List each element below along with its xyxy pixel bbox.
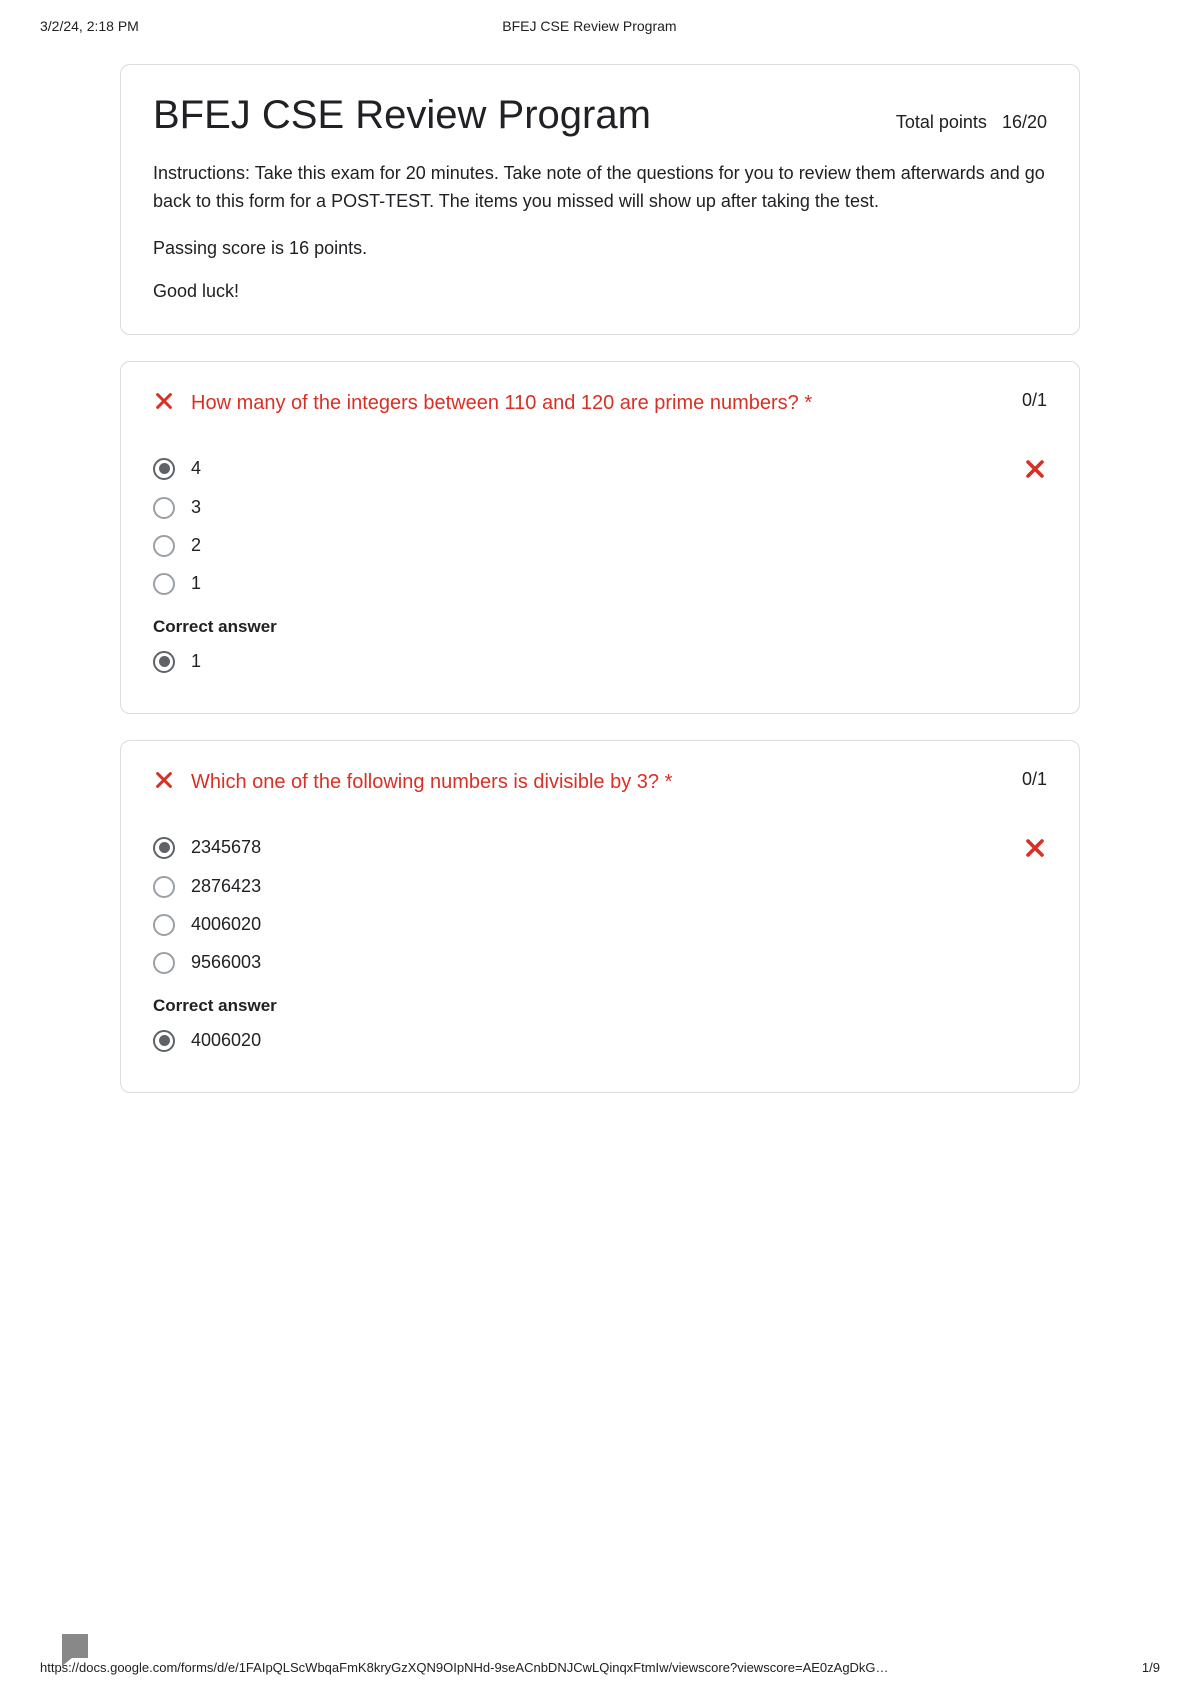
good-luck-text: Good luck! [153, 281, 1047, 302]
form-header-card: BFEJ CSE Review Program Total points 16/… [120, 64, 1080, 335]
question-card: How many of the integers between 110 and… [120, 361, 1080, 714]
wrong-answer-icon [1023, 457, 1047, 481]
radio-icon [153, 573, 175, 595]
total-points: Total points 16/20 [896, 112, 1047, 133]
radio-icon [153, 651, 175, 673]
form-title: BFEJ CSE Review Program [153, 93, 651, 138]
correct-answer-row: 4006020 [153, 1022, 1047, 1060]
option-row[interactable]: 9566003 [153, 944, 1047, 982]
radio-icon [153, 458, 175, 480]
option-label: 9566003 [191, 952, 1047, 973]
footer-page-number: 1/9 [1142, 1660, 1160, 1675]
option-label: 1 [191, 573, 1047, 594]
print-footer: https://docs.google.com/forms/d/e/1FAIpQ… [0, 1660, 1200, 1695]
question-text: Which one of the following numbers is di… [191, 769, 986, 796]
form-instructions: Instructions: Take this exam for 20 minu… [153, 160, 1047, 216]
incorrect-icon [153, 390, 175, 412]
option-row[interactable]: 2 [153, 527, 1047, 565]
option-row[interactable]: 4 [153, 449, 1047, 489]
question-score: 0/1 [1002, 390, 1047, 411]
correct-answer-label: 1 [191, 651, 1047, 672]
print-datetime: 3/2/24, 2:18 PM [40, 18, 139, 34]
option-label: 2345678 [191, 837, 1007, 858]
total-points-label: Total points [896, 112, 987, 132]
question-score: 0/1 [1002, 769, 1047, 790]
option-row[interactable]: 2876423 [153, 868, 1047, 906]
radio-icon [153, 837, 175, 859]
option-label: 4 [191, 458, 1007, 479]
incorrect-icon [153, 769, 175, 791]
total-points-value: 16/20 [1002, 112, 1047, 132]
radio-icon [153, 914, 175, 936]
question-card: Which one of the following numbers is di… [120, 740, 1080, 1093]
radio-icon [153, 497, 175, 519]
radio-icon [153, 1030, 175, 1052]
radio-icon [153, 876, 175, 898]
option-row[interactable]: 2345678 [153, 828, 1047, 868]
correct-answer-header: Correct answer [153, 617, 1047, 637]
option-label: 4006020 [191, 914, 1047, 935]
option-label: 2 [191, 535, 1047, 556]
wrong-answer-icon [1023, 836, 1047, 860]
print-header: 3/2/24, 2:18 PM BFEJ CSE Review Program [0, 0, 1200, 44]
radio-icon [153, 952, 175, 974]
option-label: 2876423 [191, 876, 1047, 897]
form-content: BFEJ CSE Review Program Total points 16/… [120, 64, 1080, 1093]
option-row[interactable]: 3 [153, 489, 1047, 527]
option-row[interactable]: 4006020 [153, 906, 1047, 944]
print-title: BFEJ CSE Review Program [139, 18, 1040, 34]
question-text: How many of the integers between 110 and… [191, 390, 986, 417]
option-row[interactable]: 1 [153, 565, 1047, 603]
correct-answer-row: 1 [153, 643, 1047, 681]
correct-answer-header: Correct answer [153, 996, 1047, 1016]
option-label: 3 [191, 497, 1047, 518]
passing-score-text: Passing score is 16 points. [153, 238, 1047, 259]
footer-url: https://docs.google.com/forms/d/e/1FAIpQ… [40, 1660, 889, 1675]
radio-icon [153, 535, 175, 557]
feedback-icon[interactable] [62, 1634, 88, 1658]
correct-answer-label: 4006020 [191, 1030, 1047, 1051]
